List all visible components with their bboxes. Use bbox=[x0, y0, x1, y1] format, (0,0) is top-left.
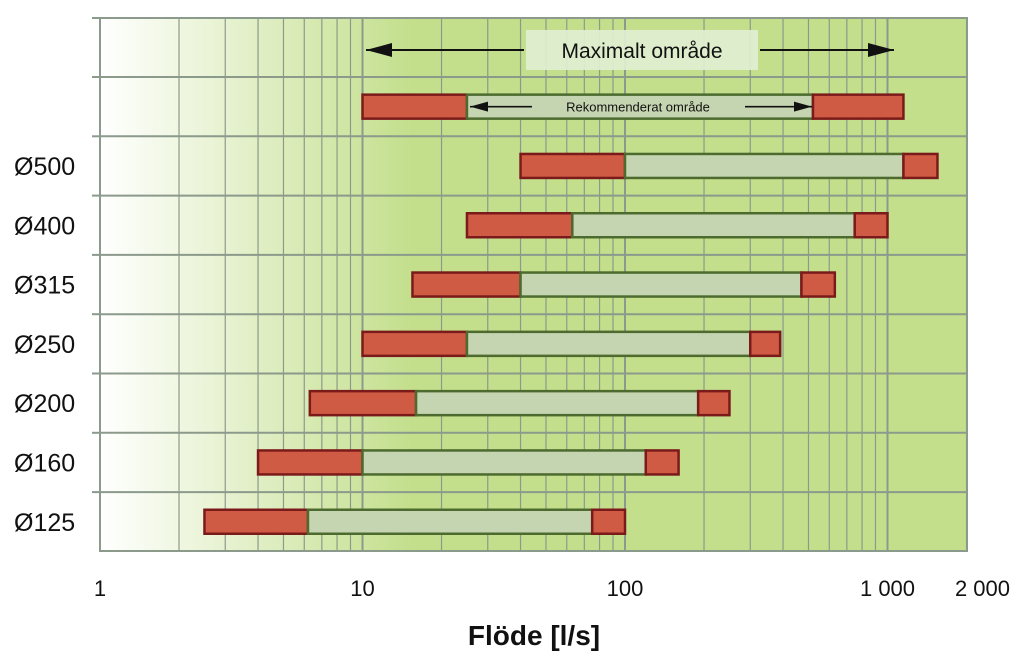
rec-range-bar bbox=[414, 389, 700, 417]
max-range-high-bar bbox=[696, 389, 731, 417]
max-range-low-bar bbox=[308, 389, 418, 417]
x-axis-label: Flöde [l/s] bbox=[468, 620, 600, 651]
rec-range-bar bbox=[465, 330, 752, 358]
category-label: Ø400 bbox=[14, 212, 75, 240]
rec-range-bar bbox=[623, 152, 905, 180]
category-label: Ø200 bbox=[14, 390, 75, 418]
rec-range-bar bbox=[571, 212, 856, 239]
legend: Maximalt område Rekommenderat område bbox=[361, 30, 905, 120]
x-tick-label: 1 000 bbox=[860, 576, 915, 601]
x-tick-label: 2 000 bbox=[955, 576, 1010, 601]
max-range-high-bar bbox=[644, 449, 680, 476]
category-label: Ø315 bbox=[14, 272, 75, 300]
max-range-high-bar bbox=[800, 271, 837, 298]
max-range-low-bar bbox=[256, 449, 364, 476]
legend-max-arrowhead-right bbox=[868, 43, 894, 57]
bars bbox=[203, 152, 939, 535]
category-label: Ø125 bbox=[14, 509, 75, 537]
category-label: Ø160 bbox=[14, 449, 75, 477]
max-range-low-bar bbox=[411, 271, 522, 298]
plot-border bbox=[99, 17, 968, 552]
legend-rec-arrowhead-right bbox=[794, 101, 812, 112]
max-range-high-bar-legend bbox=[811, 93, 905, 120]
x-tick-label: 100 bbox=[607, 576, 644, 601]
max-range-high-bar bbox=[748, 330, 782, 358]
rec-range-bar bbox=[361, 449, 648, 476]
max-range-low-bar bbox=[361, 330, 469, 358]
legend-max-label-box bbox=[526, 30, 758, 70]
max-range-high-bar bbox=[590, 508, 627, 535]
legend-max-arrowhead-left bbox=[366, 43, 392, 57]
rec-range-bar bbox=[306, 508, 594, 535]
rec-range-bar bbox=[519, 271, 803, 298]
max-range-high-bar bbox=[902, 152, 939, 180]
legend-rec-label: Rekommenderat område bbox=[566, 100, 710, 115]
max-range-low-bar-legend bbox=[361, 93, 469, 120]
max-range-low-bar bbox=[519, 152, 627, 180]
x-tick-label: 10 bbox=[350, 576, 374, 601]
max-range-high-bar bbox=[853, 212, 889, 239]
x-tick-label: 1 bbox=[94, 576, 106, 601]
max-range-low-bar bbox=[465, 212, 574, 239]
legend-max-label: Maximalt område bbox=[561, 40, 722, 63]
max-range-low-bar bbox=[203, 508, 310, 535]
category-label: Ø500 bbox=[14, 153, 75, 181]
axes: Flöde [l/s] Ø500 Ø400 Ø315 Ø250 Ø200 Ø160 Ø125… bbox=[14, 17, 1010, 651]
category-label: Ø250 bbox=[14, 331, 75, 359]
legend-rec-arrowhead-left bbox=[470, 101, 488, 112]
